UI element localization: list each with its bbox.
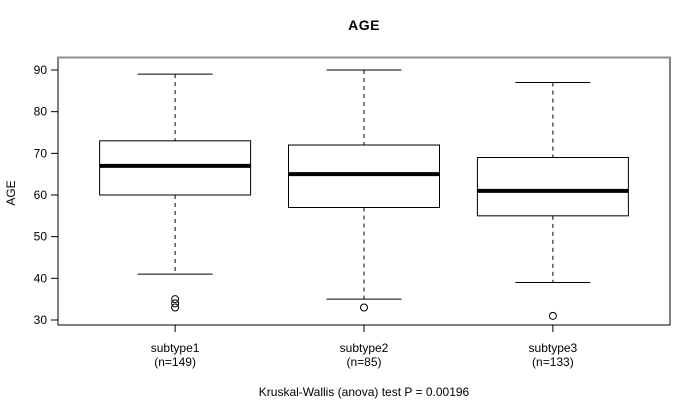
kruskal-wallis-annotation: Kruskal-Wallis (anova) test P = 0.00196 [258,385,470,399]
y-tick-label: 30 [34,313,48,327]
outlier-point [360,303,368,312]
y-tick-label: 80 [34,105,48,119]
y-tick-label: 60 [34,188,48,202]
x-tick-label: subtype2 [340,341,389,355]
x-tick-label: subtype1 [151,341,200,355]
iqr-box [476,157,629,217]
y-tick-label: 50 [34,230,48,244]
outlier-point [171,303,180,312]
x-tick-count-label: (n=133) [532,355,574,369]
x-tick-label: subtype3 [529,341,578,355]
outlier-point [171,299,180,308]
x-tick-count-label: (n=149) [154,355,196,369]
iqr-box [99,140,252,196]
y-tick-label: 70 [34,146,48,160]
x-tick-count-label: (n=85) [346,355,381,369]
outlier-point [171,295,180,304]
y-tick-label: 40 [34,271,48,285]
y-tick-label: 90 [34,63,48,77]
chart-title: AGE [348,17,380,33]
iqr-box [288,144,440,208]
outlier-point [548,311,557,320]
